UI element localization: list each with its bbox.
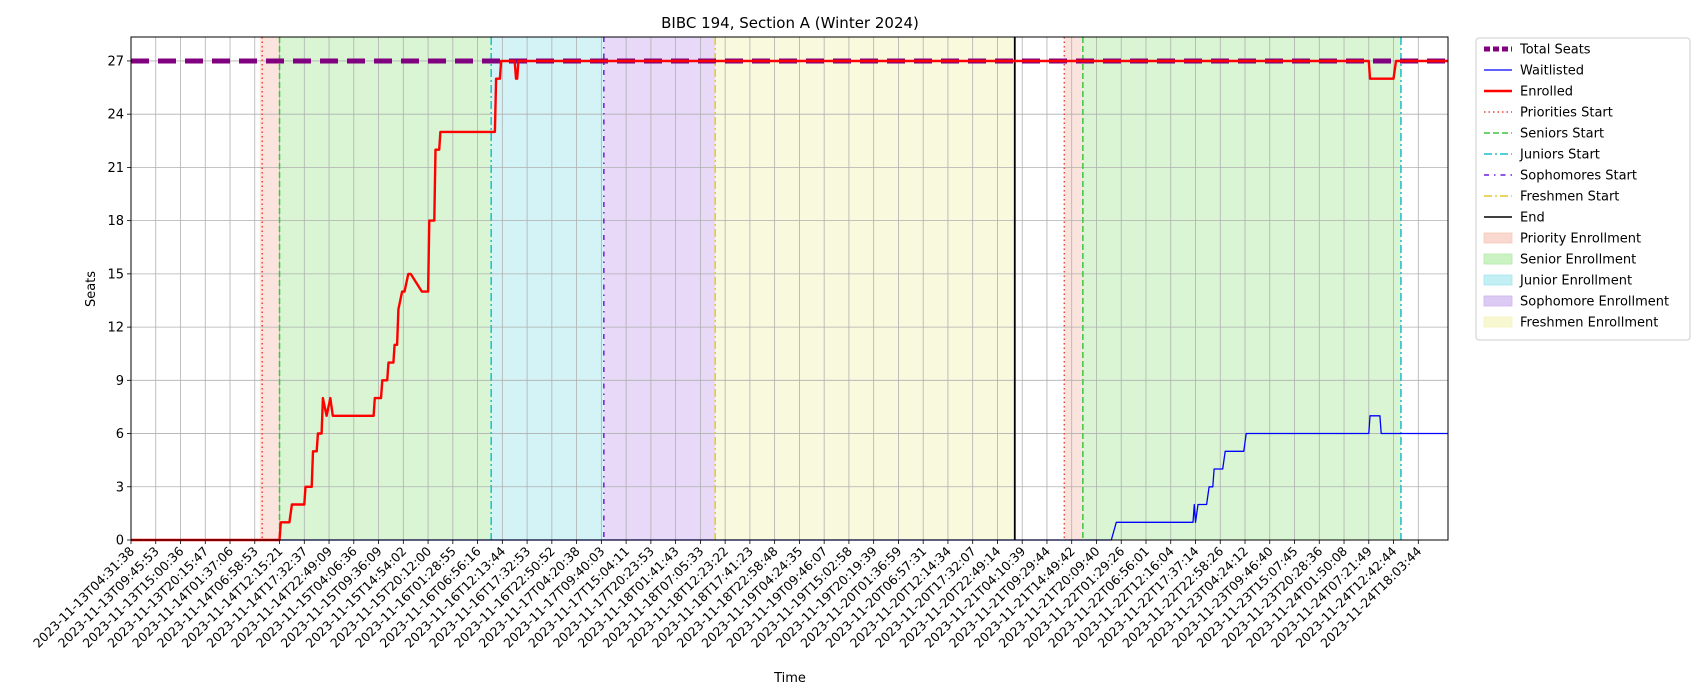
- phase-start-lines: [261, 37, 1402, 540]
- legend-swatch-freshmen-enrollment: [1483, 316, 1513, 328]
- legend-label-junior-enrollment: Junior Enrollment: [1519, 274, 1632, 289]
- x-axis-label: Time: [773, 671, 806, 686]
- x-axis-ticks: 2023-11-13T04:31:382023-11-13T09:45:5320…: [30, 540, 1424, 651]
- legend-label-waitlisted: Waitlisted: [1520, 64, 1584, 79]
- y-tick-label: 15: [107, 267, 124, 282]
- span-priority-enrollment: [1064, 37, 1083, 540]
- legend-swatch-senior-enrollment: [1483, 253, 1513, 265]
- enrollment-period-spans: [259, 37, 1401, 540]
- span-freshmen-enrollment: [715, 37, 1015, 540]
- y-tick-label: 21: [107, 161, 124, 176]
- legend-swatch-sophomore-enrollment: [1483, 295, 1513, 307]
- y-tick-label: 9: [116, 374, 124, 389]
- y-axis-ticks: 0 3 6 9 12 15 18 21 24 27: [107, 54, 131, 549]
- legend-swatch-junior-enrollment: [1483, 274, 1513, 286]
- legend-label-priority-enrollment: Priority Enrollment: [1520, 232, 1641, 247]
- y-tick-label: 18: [107, 214, 124, 229]
- y-axis-label: Seats: [84, 271, 99, 307]
- legend-swatch-priority-enrollment: [1483, 232, 1513, 244]
- legend-label-sophomore-enrollment: Sophomore Enrollment: [1520, 295, 1669, 310]
- legend-label-senior-enrollment: Senior Enrollment: [1520, 253, 1636, 268]
- series-waitlisted: [131, 415, 1448, 541]
- series-enrolled: [131, 59, 1448, 542]
- span-senior-enrollment: [279, 37, 492, 540]
- legend-label-freshmen-enrollment: Freshmen Enrollment: [1520, 316, 1658, 331]
- y-tick-label: 6: [116, 427, 124, 442]
- y-tick-label: 3: [116, 480, 124, 495]
- span-junior-enrollment: [491, 37, 604, 540]
- legend-label-end: End: [1520, 211, 1545, 226]
- legend-label-total-seats: Total Seats: [1519, 43, 1591, 58]
- span-senior-enrollment: [1082, 37, 1401, 540]
- legend-label-seniors-start: Seniors Start: [1520, 127, 1604, 142]
- legend: Total Seats Waitlisted Enrolled Priorities …: [1475, 37, 1691, 341]
- series-lines: [131, 58, 1448, 542]
- legend-label-juniors-start: Juniors Start: [1519, 148, 1600, 163]
- chart-title: BIBC 194, Section A (Winter 2024): [661, 14, 919, 32]
- legend-label-enrolled: Enrolled: [1520, 85, 1573, 100]
- y-tick-label: 24: [107, 108, 124, 123]
- span-priority-enrollment: [259, 37, 280, 540]
- y-tick-label: 12: [107, 321, 124, 336]
- legend-label-priorities-start: Priorities Start: [1520, 106, 1613, 121]
- legend-label-freshmen-start: Freshmen Start: [1520, 190, 1619, 205]
- legend-box: [1475, 37, 1691, 341]
- y-tick-label: 0: [116, 534, 124, 549]
- plot-frame: [130, 36, 1449, 541]
- y-tick-label: 27: [107, 54, 124, 69]
- span-sophomore-enrollment: [603, 37, 716, 540]
- legend-label-sophomores-start: Sophomores Start: [1520, 169, 1637, 184]
